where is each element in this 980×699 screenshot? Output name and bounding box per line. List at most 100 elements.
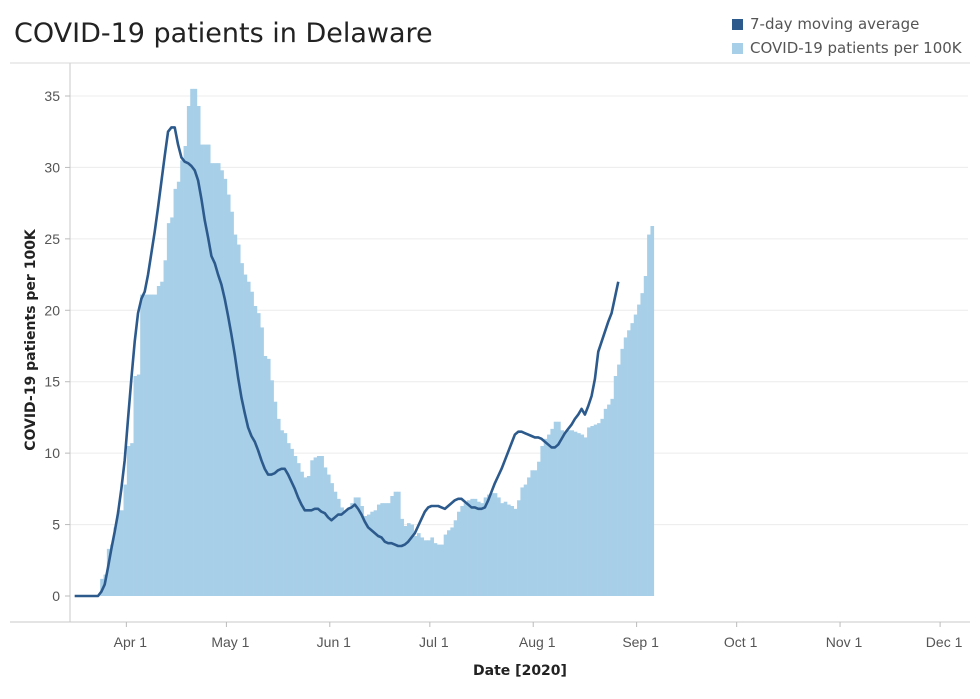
bar[interactable] bbox=[276, 418, 281, 596]
bar[interactable] bbox=[640, 293, 645, 596]
bar[interactable] bbox=[120, 510, 124, 596]
bar[interactable] bbox=[323, 467, 328, 596]
bar[interactable] bbox=[483, 497, 488, 596]
bar[interactable] bbox=[443, 534, 448, 596]
bar[interactable] bbox=[400, 518, 404, 596]
bar[interactable] bbox=[507, 504, 511, 596]
bar[interactable] bbox=[427, 540, 431, 596]
bar[interactable] bbox=[453, 520, 458, 596]
bar[interactable] bbox=[447, 530, 451, 596]
bar[interactable] bbox=[286, 443, 291, 596]
bar[interactable] bbox=[333, 491, 338, 596]
bar[interactable] bbox=[266, 358, 271, 596]
bar[interactable] bbox=[560, 430, 565, 596]
bar[interactable] bbox=[340, 507, 344, 596]
bar[interactable] bbox=[166, 223, 171, 596]
bar[interactable] bbox=[613, 376, 618, 596]
bar[interactable] bbox=[386, 503, 391, 596]
bar[interactable] bbox=[296, 463, 301, 596]
bar[interactable] bbox=[106, 548, 111, 596]
bar[interactable] bbox=[460, 506, 464, 596]
bar[interactable] bbox=[547, 434, 551, 596]
bar[interactable] bbox=[146, 294, 151, 596]
bar[interactable] bbox=[583, 437, 588, 596]
bar[interactable] bbox=[186, 106, 191, 596]
bar[interactable] bbox=[563, 433, 568, 596]
bar[interactable] bbox=[630, 323, 635, 596]
bar[interactable] bbox=[593, 424, 598, 596]
bar[interactable] bbox=[580, 434, 585, 596]
bar[interactable] bbox=[423, 540, 428, 596]
bar[interactable] bbox=[150, 294, 154, 596]
bar[interactable] bbox=[600, 418, 605, 596]
bar[interactable] bbox=[236, 244, 241, 596]
bar[interactable] bbox=[360, 506, 364, 596]
bar[interactable] bbox=[530, 470, 535, 596]
bar[interactable] bbox=[180, 160, 184, 597]
bar[interactable] bbox=[403, 526, 408, 596]
bar[interactable] bbox=[430, 537, 434, 596]
bar[interactable] bbox=[250, 291, 254, 596]
bar[interactable] bbox=[233, 234, 238, 596]
bar[interactable] bbox=[303, 477, 308, 596]
bar[interactable] bbox=[433, 543, 438, 596]
bar[interactable] bbox=[513, 508, 518, 596]
bar[interactable] bbox=[193, 88, 198, 597]
bar[interactable] bbox=[243, 274, 248, 596]
bar[interactable] bbox=[240, 263, 244, 596]
bar[interactable] bbox=[326, 474, 331, 596]
bar[interactable] bbox=[480, 503, 484, 596]
bar[interactable] bbox=[410, 524, 414, 596]
bar[interactable] bbox=[160, 281, 164, 596]
bar[interactable] bbox=[366, 514, 371, 596]
bar[interactable] bbox=[553, 421, 558, 596]
bar[interactable] bbox=[350, 503, 354, 596]
bar[interactable] bbox=[126, 446, 131, 596]
bar[interactable] bbox=[510, 506, 515, 596]
bar[interactable] bbox=[316, 456, 321, 596]
bar[interactable] bbox=[487, 494, 491, 596]
bar[interactable] bbox=[437, 544, 441, 596]
bar[interactable] bbox=[540, 446, 545, 596]
bar[interactable] bbox=[203, 144, 208, 596]
bar[interactable] bbox=[216, 163, 221, 596]
bar[interactable] bbox=[500, 503, 505, 596]
bar[interactable] bbox=[163, 260, 168, 596]
bar[interactable] bbox=[633, 314, 638, 596]
bar[interactable] bbox=[610, 398, 615, 596]
bar[interactable] bbox=[463, 503, 468, 596]
bar[interactable] bbox=[110, 544, 114, 596]
bar[interactable] bbox=[520, 487, 525, 596]
bar[interactable] bbox=[156, 286, 161, 596]
bar[interactable] bbox=[650, 226, 655, 596]
bar[interactable] bbox=[220, 170, 224, 597]
bar[interactable] bbox=[380, 503, 384, 596]
bar[interactable] bbox=[320, 456, 324, 596]
bar[interactable] bbox=[477, 501, 481, 596]
bar[interactable] bbox=[473, 498, 478, 596]
bar[interactable] bbox=[557, 421, 561, 596]
bar[interactable] bbox=[306, 476, 311, 596]
bar[interactable] bbox=[577, 433, 581, 596]
bar[interactable] bbox=[270, 380, 274, 596]
bar[interactable] bbox=[573, 431, 578, 596]
bar[interactable] bbox=[597, 423, 601, 596]
bar[interactable] bbox=[283, 433, 288, 596]
bar[interactable] bbox=[503, 501, 508, 596]
bar[interactable] bbox=[336, 498, 341, 596]
bar[interactable] bbox=[223, 178, 228, 597]
bar[interactable] bbox=[397, 491, 401, 596]
bar[interactable] bbox=[230, 211, 234, 596]
bar[interactable] bbox=[130, 443, 134, 596]
bar[interactable] bbox=[587, 427, 591, 596]
bar[interactable] bbox=[527, 477, 531, 596]
bar[interactable] bbox=[273, 401, 278, 596]
bar[interactable] bbox=[300, 471, 304, 596]
bar[interactable] bbox=[143, 294, 148, 596]
legend-item-patients[interactable]: COVID-19 patients per 100K bbox=[732, 36, 962, 60]
bar[interactable] bbox=[280, 430, 284, 596]
bar[interactable] bbox=[497, 497, 501, 596]
bar[interactable] bbox=[330, 483, 334, 596]
bar[interactable] bbox=[417, 533, 421, 596]
bar[interactable] bbox=[376, 504, 381, 596]
